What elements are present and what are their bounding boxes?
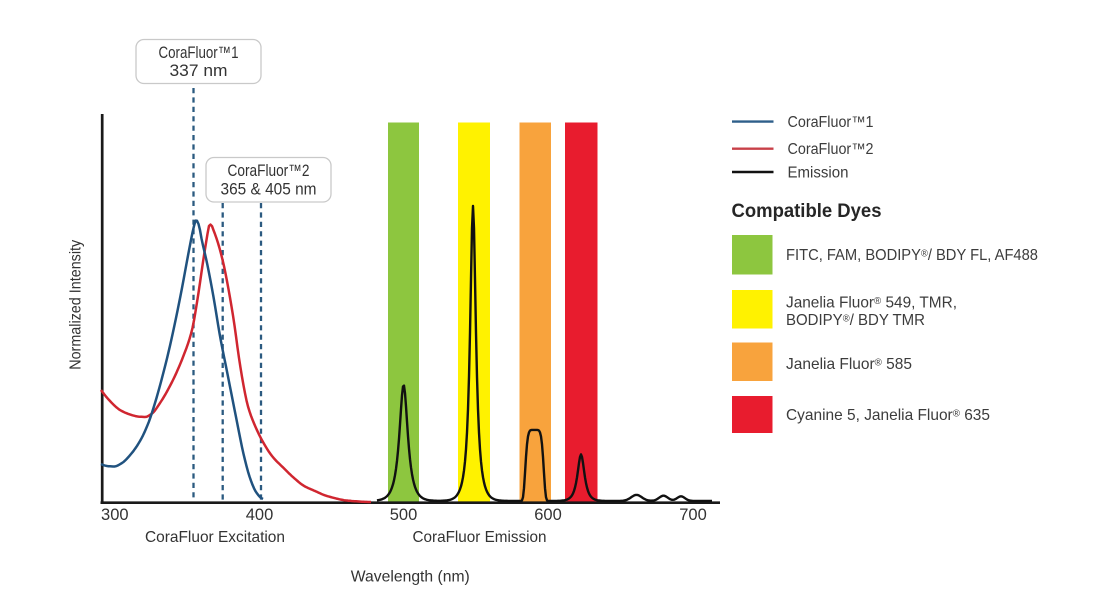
svg-text:400: 400: [246, 506, 274, 524]
svg-text:Normalized Intensity: Normalized Intensity: [68, 240, 85, 370]
svg-text:Emission: Emission: [788, 165, 849, 182]
svg-text:600: 600: [534, 506, 562, 524]
svg-text:337 nm: 337 nm: [170, 62, 228, 80]
svg-text:700: 700: [679, 506, 707, 524]
svg-text:500: 500: [390, 506, 418, 524]
svg-text:CoraFluor Emission: CoraFluor Emission: [413, 529, 547, 546]
svg-text:BODIPY®​/ BDY TMR: BODIPY®​/ BDY TMR: [786, 312, 925, 329]
svg-text:CoraFluor™1: CoraFluor™1: [788, 114, 874, 131]
svg-text:Wavelength (nm): Wavelength (nm): [351, 569, 470, 586]
svg-text:Janelia Fluor®​ 585: Janelia Fluor®​ 585: [786, 356, 912, 373]
svg-text:FITC, FAM, BODIPY®​/ BDY FL, A: FITC, FAM, BODIPY®​/ BDY FL, AF488: [786, 247, 1038, 264]
svg-text:Compatible Dyes: Compatible Dyes: [732, 200, 882, 222]
svg-text:Janelia Fluor®​ 549, TMR,: Janelia Fluor®​ 549, TMR,: [786, 295, 957, 312]
svg-text:CoraFluor™2: CoraFluor™2: [788, 141, 874, 158]
svg-text:CoraFluor™1: CoraFluor™1: [159, 44, 239, 62]
svg-text:365 & 405 nm: 365 & 405 nm: [221, 181, 317, 199]
svg-text:Cyanine 5, Janelia Fluor®​ 635: Cyanine 5, Janelia Fluor®​ 635: [786, 407, 990, 424]
svg-text:CoraFluor Excitation: CoraFluor Excitation: [145, 529, 285, 546]
svg-text:300: 300: [101, 506, 129, 524]
svg-text:CoraFluor™2: CoraFluor™2: [228, 162, 310, 180]
